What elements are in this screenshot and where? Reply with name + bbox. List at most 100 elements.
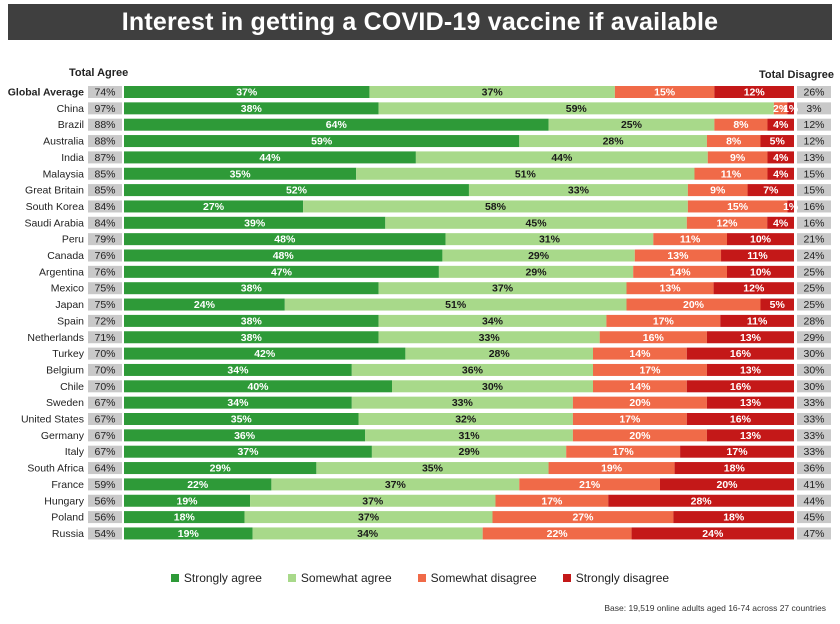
category-label-germany: Germany [41,430,85,442]
data-label-somewhat-disagree-brazil: 8% [733,119,749,131]
bar-strongly-agree-great-britain [124,184,469,197]
total-agree-value-global-average: 74% [94,87,115,99]
data-label-somewhat-disagree-global-average: 15% [654,87,676,99]
total-agree-box-global-average [88,86,122,98]
legend-item-somewhat-agree: Somewhat agree [287,571,392,585]
total-disagree-box-peru [797,233,831,246]
total-disagree-value-china: 3% [806,103,821,115]
category-label-south-korea: South Korea [26,201,85,213]
total-disagree-value-brazil: 12% [803,119,824,131]
bar-somewhat-disagree-germany [572,429,707,442]
data-label-strongly-agree-italy: 37% [237,446,259,458]
data-label-somewhat-agree-belgium: 36% [462,364,484,376]
data-label-somewhat-agree-germany: 31% [459,430,481,442]
data-label-somewhat-disagree-spain: 17% [653,315,675,327]
data-label-strongly-disagree-argentina: 10% [750,266,772,278]
total-agree-value-saudi-arabia: 84% [94,217,115,229]
bar-somewhat-disagree-netherlands [599,331,707,344]
bar-somewhat-disagree-france [519,478,660,491]
total-agree-value-mexico: 75% [94,283,115,295]
total-disagree-box-russia [797,527,831,540]
data-label-strongly-agree-chile: 40% [247,381,269,393]
total-agree-value-brazil: 88% [94,119,115,131]
data-label-strongly-disagree-italy: 17% [727,446,749,458]
data-label-strongly-agree-argentina: 47% [271,266,293,278]
bar-somewhat-agree-spain [378,314,607,327]
data-label-somewhat-agree-global-average: 37% [482,87,504,99]
data-label-somewhat-agree-spain: 34% [482,315,504,327]
bar-strongly-disagree-hungary [608,494,794,507]
data-label-somewhat-disagree-russia: 22% [547,528,569,540]
total-agree-value-france: 59% [94,479,115,491]
total-agree-box-peru [88,233,122,246]
data-label-somewhat-disagree-great-britain: 9% [710,185,726,197]
bar-strongly-disagree-australia [760,135,794,148]
total-disagree-value-hungary: 44% [803,495,824,507]
total-disagree-box-china [797,102,831,115]
total-disagree-value-south-africa: 36% [803,463,824,475]
total-disagree-box-south-korea [797,200,831,213]
bar-strongly-agree-france [124,478,272,491]
category-label-hungary: Hungary [44,495,84,507]
category-label-japan: Japan [55,299,84,311]
category-label-netherlands: Netherlands [27,332,84,344]
data-label-somewhat-agree-great-britain: 33% [568,185,590,197]
total-agree-value-belgium: 70% [94,364,115,376]
bar-strongly-disagree-france [660,478,794,491]
data-label-somewhat-disagree-argentina: 14% [670,266,692,278]
bar-strongly-disagree-chile [686,380,794,393]
data-label-somewhat-agree-italy: 29% [459,446,481,458]
data-label-strongly-agree-canada: 48% [273,250,295,262]
total-agree-box-south-korea [88,200,122,213]
bar-somewhat-agree-sweden [351,396,573,409]
bar-strongly-disagree-russia [631,527,794,540]
bar-somewhat-disagree-japan [626,298,761,311]
legend-label-strongly-disagree: Strongly disagree [575,571,670,585]
bar-somewhat-disagree-canada [634,249,722,262]
bar-somewhat-disagree-argentina [633,265,727,278]
total-agree-value-russia: 54% [94,528,115,540]
bar-strongly-agree-germany [124,429,366,442]
legend-item-strongly-disagree: Strongly disagree [562,571,670,585]
total-disagree-box-great-britain [797,184,831,197]
total-disagree-box-netherlands [797,331,831,344]
total-agree-box-japan [88,298,122,311]
data-label-somewhat-disagree-turkey: 14% [629,348,651,360]
total-agree-box-great-britain [88,184,122,197]
total-agree-value-argentina: 76% [94,266,115,278]
total-agree-box-netherlands [88,331,122,344]
bar-strongly-agree-saudi-arabia [124,216,386,229]
category-label-sweden: Sweden [46,397,84,409]
total-agree-value-spain: 72% [94,315,115,327]
total-disagree-box-australia [797,135,831,148]
total-agree-value-hungary: 56% [94,495,115,507]
total-agree-value-germany: 67% [94,430,115,442]
total-disagree-box-germany [797,429,831,442]
data-label-somewhat-disagree-japan: 20% [683,299,705,311]
total-disagree-box-belgium [797,363,831,376]
total-disagree-value-saudi-arabia: 16% [803,217,824,229]
total-disagree-value-italy: 33% [803,446,824,458]
data-label-strongly-disagree-russia: 24% [702,528,724,540]
bar-somewhat-disagree-chile [593,380,687,393]
total-agree-value-china: 97% [94,103,115,115]
category-label-india: India [61,152,84,164]
data-label-strongly-disagree-netherlands: 13% [740,332,762,344]
bar-somewhat-disagree-mexico [626,282,714,295]
legend-label-somewhat-agree: Somewhat agree [300,571,392,585]
bar-somewhat-agree-japan [284,298,627,311]
data-label-somewhat-disagree-netherlands: 16% [643,332,665,344]
total-agree-box-turkey [88,347,122,360]
total-disagree-box-malaysia [797,167,831,180]
total-disagree-value-netherlands: 29% [803,332,824,344]
category-label-mexico: Mexico [51,283,84,295]
data-label-somewhat-disagree-malaysia: 11% [721,168,742,180]
total-agree-box-india [88,151,122,164]
data-label-somewhat-agree-peru: 31% [539,234,561,246]
bar-strongly-agree-russia [124,527,253,540]
bar-somewhat-agree-great-britain [468,184,688,197]
bar-somewhat-agree-global-average [369,86,615,98]
total-disagree-value-india: 13% [803,152,824,164]
total-agree-value-canada: 76% [94,250,115,262]
bar-somewhat-disagree-global-average [614,86,715,98]
